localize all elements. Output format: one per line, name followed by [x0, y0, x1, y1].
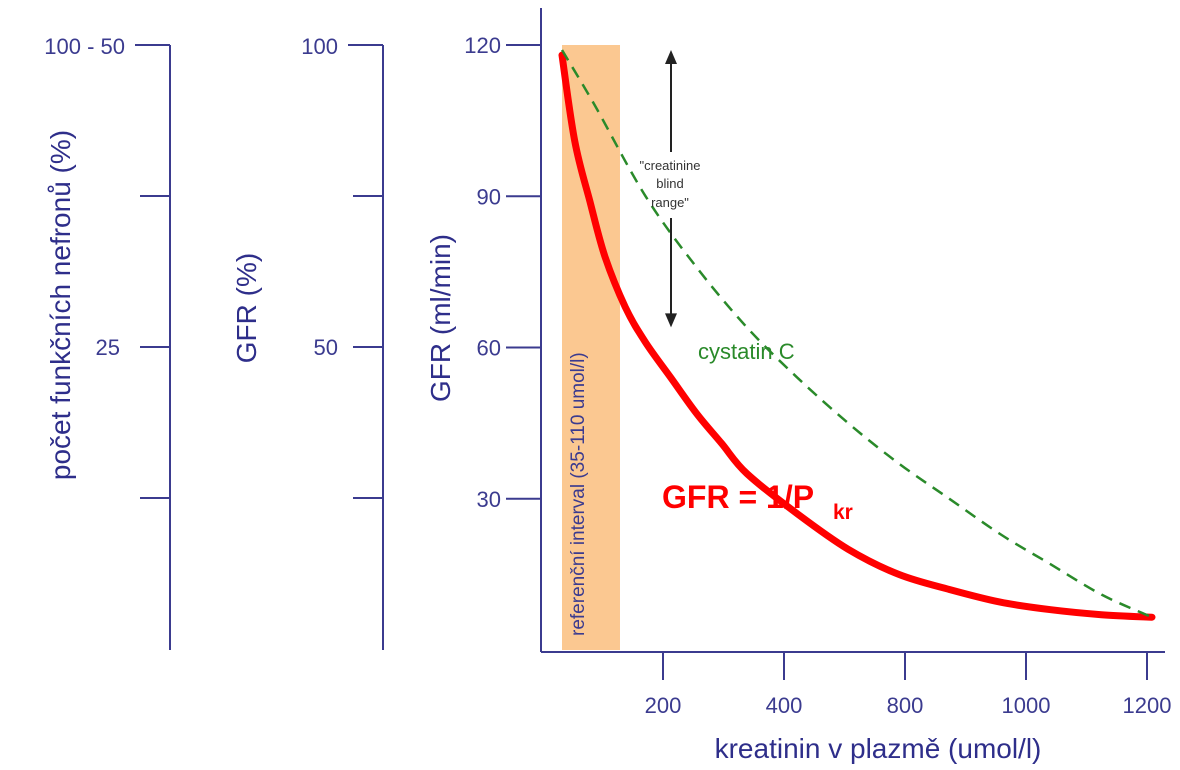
reference-interval-band: [562, 45, 620, 650]
blind-range-arrow: [665, 50, 677, 328]
blind-range-label-line-1: "creatinine: [640, 158, 701, 173]
nephron-tick-label: 25: [96, 335, 120, 360]
gfr-curve: [558, 51, 1156, 621]
gfr-formula-main: GFR = 1/P: [662, 479, 814, 515]
cystatin-c-curve: [560, 49, 1153, 619]
gfr-formula-label: GFR = 1/P kr: [662, 479, 853, 524]
gfr-percent-axis: 100 50 GFR (%): [231, 34, 384, 650]
y-tick-label: 90: [477, 184, 501, 209]
y-tick-label: 120: [464, 33, 501, 58]
blind-range-arrowhead-up: [665, 50, 677, 65]
gfr-formula-subscript: kr: [833, 501, 853, 524]
cystatin-c-label: cystatin C: [698, 339, 795, 364]
gfr-percent-tick-label: 50: [314, 335, 338, 360]
x-tick-label: 200: [645, 693, 682, 718]
y-axis-label: GFR (ml/min): [425, 234, 456, 402]
nephron-axis: 100 - 50 25 počet funkčních nefronů (%): [44, 34, 171, 650]
x-tick-label: 1000: [1002, 693, 1051, 718]
y-tick-label: 60: [477, 336, 501, 361]
x-axis-label: kreatinin v plazmě (umol/l): [715, 733, 1042, 764]
x-tick-label: 800: [887, 693, 924, 718]
blind-range-label-line-3: range": [651, 195, 689, 210]
y-tick-label: 30: [477, 487, 501, 512]
x-tick-label: 1200: [1123, 693, 1172, 718]
x-tick-label: 400: [766, 693, 803, 718]
gfr-percent-axis-label: GFR (%): [231, 253, 262, 363]
gfr-percent-tick-label: 100: [301, 34, 338, 59]
blind-range-arrowhead-down: [665, 313, 677, 328]
nephron-tick-label: 100 - 50: [44, 34, 125, 59]
reference-interval-label: referenční interval (35-110 umol/l): [568, 352, 589, 636]
blind-range-label-line-2: blind: [656, 176, 683, 191]
nephron-axis-label: počet funkčních nefronů (%): [45, 130, 76, 480]
